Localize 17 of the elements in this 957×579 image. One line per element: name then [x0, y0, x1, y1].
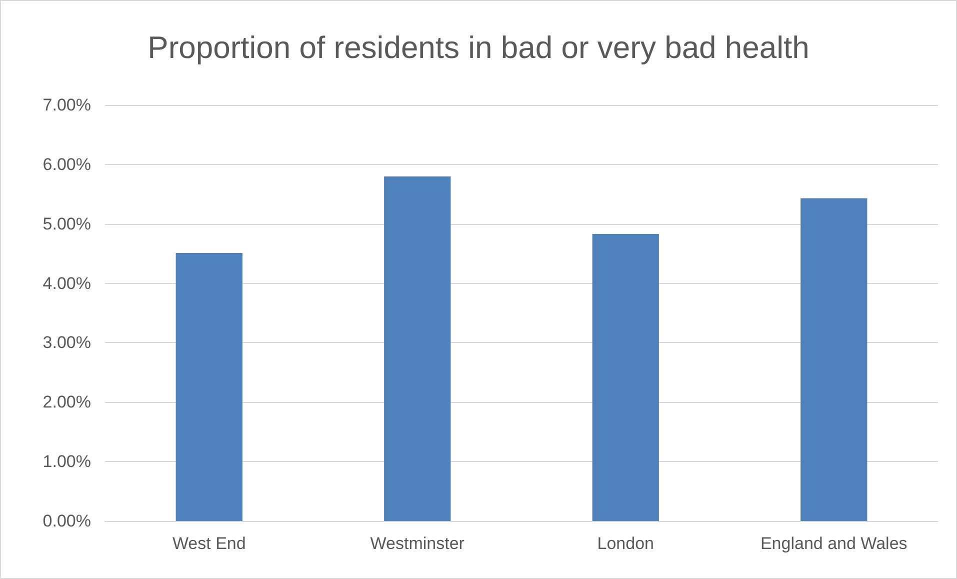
chart-title: Proportion of residents in bad or very bad health — [148, 30, 810, 65]
x-tick-label: Westminster — [370, 534, 465, 553]
bar — [800, 198, 868, 521]
y-tick-label: 7.00% — [42, 96, 91, 114]
y-tick-label: 2.00% — [42, 392, 91, 412]
y-tick-label: 0.00% — [42, 512, 91, 530]
x-tick-label: West End — [172, 534, 246, 553]
y-tick-label: 5.00% — [42, 214, 91, 234]
x-tick-label: London — [597, 534, 654, 553]
bar — [592, 234, 659, 521]
y-tick-label: 1.00% — [42, 452, 91, 472]
y-tick-label: 3.00% — [42, 333, 91, 352]
y-tick-label: 6.00% — [42, 154, 91, 174]
bar — [384, 176, 451, 521]
bar — [176, 252, 242, 521]
x-tick-label: England and Wales — [760, 534, 908, 553]
y-tick-label: 4.00% — [42, 274, 91, 293]
